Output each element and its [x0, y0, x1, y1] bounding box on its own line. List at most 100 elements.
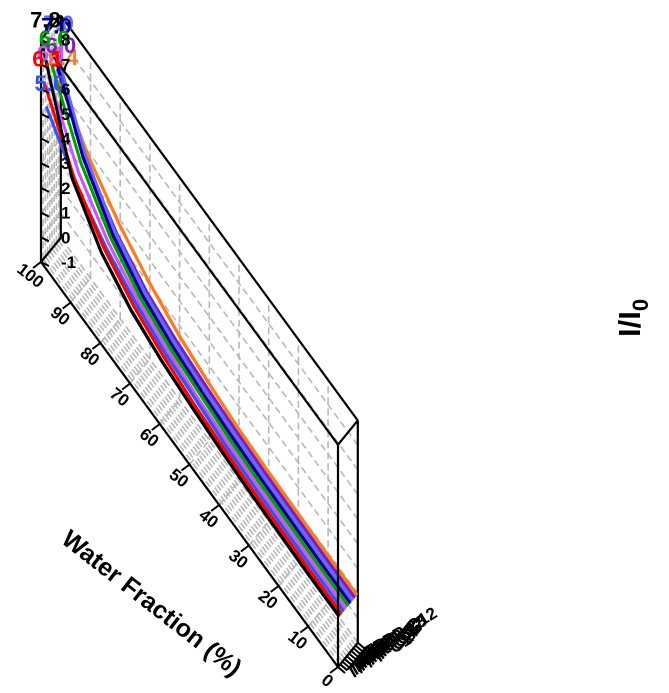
floor-grid-line [218, 480, 240, 506]
intensity-tick [40, 162, 50, 169]
category-tick [352, 647, 362, 655]
intensity-tick-label: -1 [61, 253, 76, 272]
water-fraction-tick-label: 60 [136, 424, 163, 451]
floor-grid-line [49, 250, 348, 657]
back-wall-grid-line [60, 39, 359, 446]
intensity-tick [40, 63, 50, 70]
water-fraction-tick-label: 40 [195, 505, 222, 532]
water-fraction-tick [91, 342, 102, 350]
back-wall-grid-line [60, 138, 359, 545]
floor-grid-line [44, 256, 344, 663]
water-fraction-tick [32, 261, 42, 269]
intensity-tick [40, 261, 50, 267]
intensity-tick-label: 6 [61, 80, 70, 99]
floor-grid-line [248, 520, 270, 547]
intensity-tick-label: 7 [61, 55, 70, 74]
water-fraction-tick [329, 666, 339, 674]
intensity-axis-title: I/I0 [612, 299, 653, 337]
intensity-tick-label: 1 [61, 204, 70, 223]
box-edge [40, 237, 62, 263]
floor-grid-line [55, 242, 355, 649]
ribbon-tppp-c7 [53, 45, 354, 602]
water-fraction-tick [210, 504, 220, 512]
floor-grid-line [307, 601, 329, 628]
floor-grid-line [53, 245, 352, 652]
intensity-tick-label: 4 [61, 130, 71, 149]
intensity-tick [40, 211, 50, 218]
category-tick [346, 655, 355, 663]
floor-grid-line [99, 318, 121, 344]
side-wall-grid-line [40, 187, 62, 214]
floor-grid-line [70, 277, 92, 304]
water-fraction-axis-title: Water Fraction (%) [56, 525, 247, 682]
front-frame [32, 38, 366, 674]
box-edge [40, 14, 62, 41]
intensity-tick [40, 187, 50, 193]
water-fraction-tick-label: 0 [318, 670, 337, 691]
category-tick [341, 660, 351, 669]
peak-label-tppp-c7: 7.0 [43, 11, 74, 36]
axis-labels: 5.46.07.07.06.66.15.06.17.80102030405060… [13, 7, 440, 691]
back-wall-grid-line [60, 113, 359, 520]
peak-label-tppp-c1: 7.8 [30, 7, 61, 32]
water-fraction-tick [180, 463, 191, 472]
back-wall-grid-line [60, 89, 359, 496]
intensity-tick [40, 88, 50, 94]
peak-label-tppp-c4: 6.1 [37, 41, 68, 66]
intensity-tick [40, 112, 50, 119]
intensity-tick-label: 2 [61, 179, 70, 198]
box-edge [337, 642, 359, 668]
category-tick [348, 652, 357, 661]
box-edge [40, 39, 339, 446]
category-tick [350, 650, 359, 658]
floor-grid-line [46, 253, 346, 660]
water-fraction-tick-label: 10 [284, 627, 311, 654]
intensity-tick-label: 5 [61, 105, 70, 124]
water-fraction-tick [151, 423, 161, 431]
box-edge [337, 419, 359, 446]
floor-grid-line [277, 561, 300, 587]
water-fraction-tick [240, 544, 250, 553]
water-fraction-tick-label: 70 [106, 384, 133, 411]
intensity-tick [40, 38, 50, 45]
floor-grid-line [51, 248, 350, 655]
side-wall-grid-line [40, 212, 62, 238]
intensity-tick-label: 0 [61, 228, 70, 247]
category-tick [337, 666, 346, 674]
floor-grid-line [57, 240, 357, 646]
peak-label-tppp-c8: 6.0 [46, 33, 77, 58]
peak-label-tppp-c6: 7.0 [41, 14, 72, 39]
ribbon-tppp-c3 [45, 105, 345, 613]
peak-label-tppp-c2: 6.1 [32, 47, 63, 72]
water-fraction-tick-label: 20 [255, 586, 282, 613]
floor-grid-line [129, 358, 151, 385]
category-tick [339, 663, 348, 672]
ribbons [40, 41, 358, 618]
floor-grid-line [159, 399, 181, 425]
floor-grid-line [188, 439, 210, 466]
peak-label-tppp-c5: 6.6 [39, 26, 70, 51]
water-fraction-tick [121, 382, 131, 391]
category-tick [343, 658, 353, 666]
intensity-tick-label: 8 [61, 31, 70, 50]
water-fraction-tick-label: 90 [47, 303, 74, 330]
box-edge [59, 14, 359, 422]
intensity-tick-label: 3 [61, 154, 70, 173]
water-fraction-tick-label: 30 [225, 546, 252, 573]
intensity-tick [40, 236, 50, 243]
floor-grid-line [42, 258, 341, 665]
category-tick [357, 642, 366, 650]
peak-label-tppp-c12: 5.4 [48, 45, 79, 70]
peak-label-tppp-c3: 5.0 [35, 71, 66, 96]
side-wall-grid-line [40, 138, 62, 164]
water-fraction-tick [62, 301, 72, 310]
category-tick [354, 644, 364, 653]
ribbon-tppp-c5 [49, 60, 350, 607]
intensity-tick [40, 137, 50, 144]
ribbon-tppp-c6 [51, 48, 352, 605]
ribbon-tppp-c2 [42, 81, 343, 616]
water-fraction-tick [299, 625, 309, 634]
water-fraction-tick-label: 80 [76, 343, 103, 370]
